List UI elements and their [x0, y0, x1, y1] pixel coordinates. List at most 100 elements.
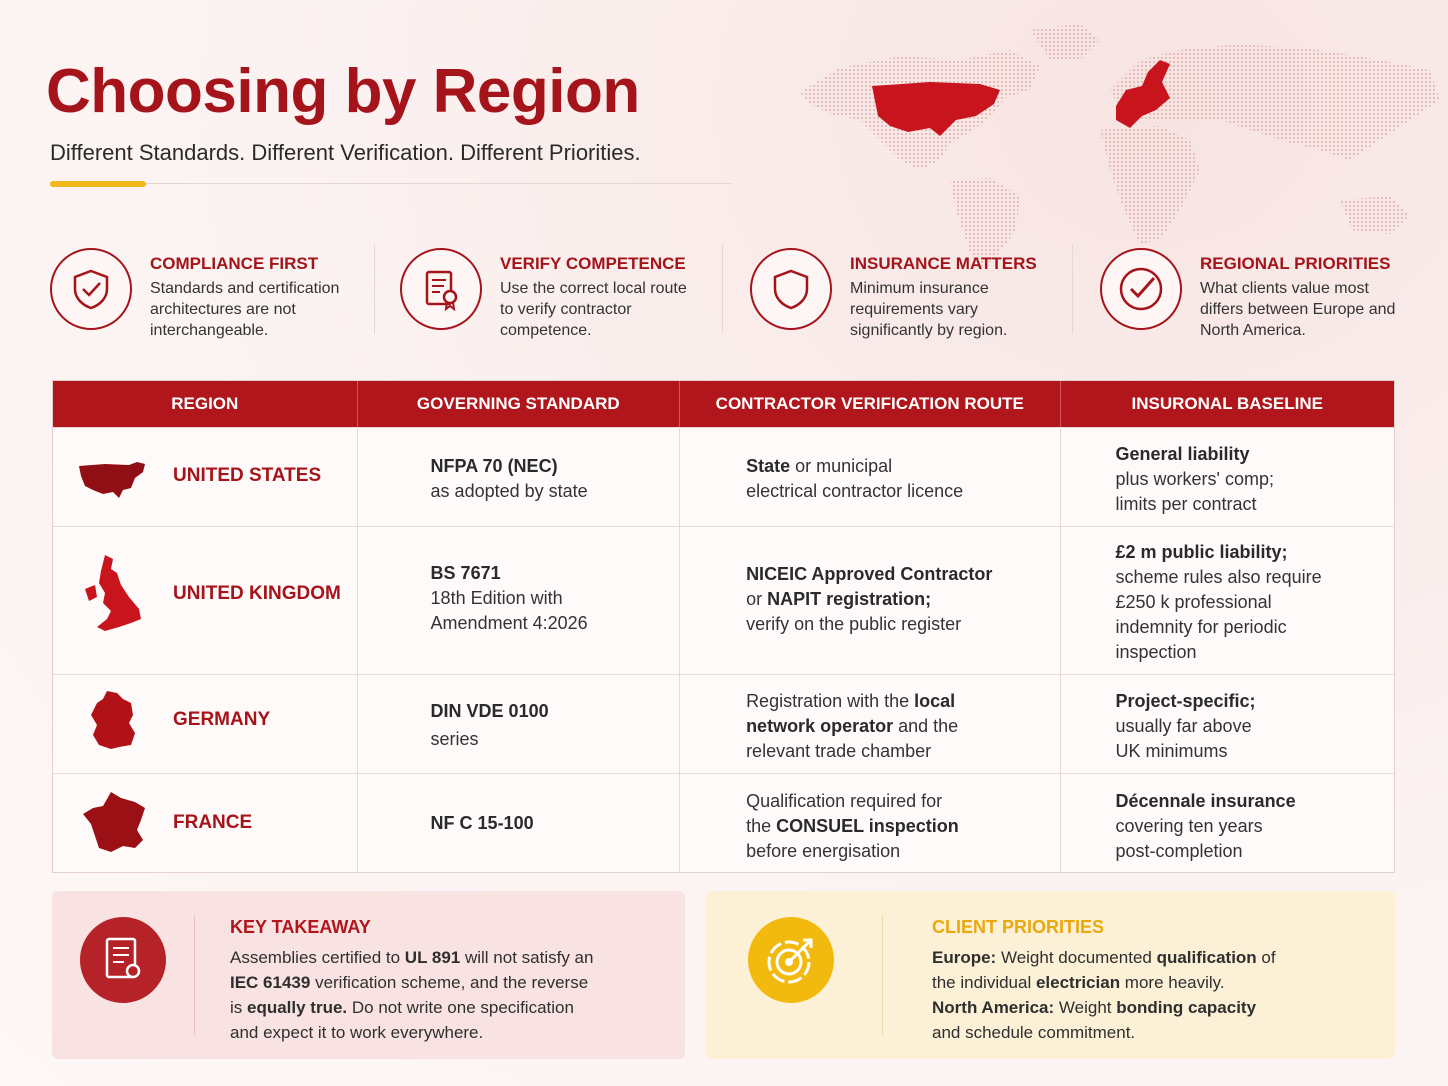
- check-circle-icon: [1100, 248, 1182, 330]
- insurance-cell: £2 m public liability; scheme rules also…: [1061, 527, 1395, 674]
- insurance-emphasis: Décennale insurance: [1115, 791, 1296, 811]
- verification-text: Registration with the: [746, 691, 915, 711]
- table-row: GERMANY DIN VDE 0100 series Registration…: [53, 674, 1394, 773]
- region-cell: FRANCE: [53, 774, 358, 873]
- standard-detail: as adopted by state: [430, 481, 588, 501]
- body-text: Assemblies certified to: [230, 948, 405, 967]
- region-name: GERMANY: [173, 709, 271, 730]
- verification-text: relevant trade chamber: [746, 741, 932, 761]
- table-row: FRANCE NF C 15-100 Qualification require…: [53, 773, 1394, 873]
- feature-regional-priorities: REGIONAL PRIORITIES What clients value m…: [1100, 244, 1400, 354]
- feature-divider: [374, 244, 375, 334]
- region-name: UNITED KINGDOM: [173, 583, 341, 604]
- feature-description: Minimum insurance requirements vary sign…: [850, 280, 1008, 339]
- insurance-emphasis: General liability: [1115, 444, 1250, 464]
- card-title: KEY TAKEAWAY: [230, 917, 371, 937]
- standard-name: BS 7671: [430, 563, 501, 583]
- verification-emphasis: State: [746, 456, 791, 476]
- france-map-icon: [83, 792, 145, 852]
- insurance-text: plus workers' comp;: [1115, 469, 1274, 489]
- standard-name: NF C 15-100: [430, 813, 534, 833]
- feature-verify-competence: VERIFY COMPETENCE Use the correct local …: [400, 244, 710, 354]
- body-text: more heavily.: [1120, 973, 1225, 992]
- card-title: CLIENT PRIORITIES: [932, 917, 1105, 937]
- feature-title: INSURANCE MATTERS: [850, 254, 1037, 273]
- insurance-text: indemnity for periodic: [1115, 617, 1287, 637]
- shield-check-icon: [50, 248, 132, 330]
- body-text: is: [230, 998, 247, 1017]
- verification-emphasis: CONSUEL inspection: [776, 816, 959, 836]
- world-map-graphic: [800, 24, 1440, 270]
- title-accent-bar: [50, 181, 146, 187]
- insurance-emphasis: Project-specific;: [1115, 691, 1256, 711]
- body-text: will not satisfy an: [460, 948, 594, 967]
- europe-highlight-shape: [1116, 60, 1170, 128]
- usa-map-icon: [79, 462, 145, 498]
- verification-emphasis: NAPIT registration;: [767, 589, 932, 609]
- feature-divider: [722, 244, 723, 334]
- region-cell: UNITED STATES: [53, 428, 358, 526]
- table-row: UNITED KINGDOM BS 7671 18th Edition with…: [53, 526, 1394, 674]
- verification-emphasis: network operator: [746, 716, 894, 736]
- column-header: REGION: [53, 381, 358, 427]
- regional-comparison-table: REGION GOVERNING STANDARD CONTRACTOR VER…: [52, 380, 1395, 873]
- insurance-emphasis: £2 m public liability;: [1115, 542, 1288, 562]
- insurance-text: UK minimums: [1115, 741, 1228, 761]
- card-body: Assemblies certified to UL 891 will not …: [230, 945, 593, 1045]
- verification-text: before energisation: [746, 841, 901, 861]
- feature-title: VERIFY COMPETENCE: [500, 254, 686, 273]
- key-takeaway-card: KEY TAKEAWAY Assemblies certified to UL …: [52, 891, 685, 1059]
- standard-detail: series: [430, 729, 479, 749]
- card-divider: [882, 915, 883, 1035]
- verification-text: the: [746, 816, 777, 836]
- feature-title: COMPLIANCE FIRST: [150, 254, 319, 273]
- region-cell: UNITED KINGDOM: [53, 527, 358, 674]
- target-icon: [748, 917, 834, 1003]
- page-title: Choosing by Region: [46, 57, 640, 126]
- body-emphasis: North America:: [932, 998, 1055, 1017]
- verification-cell: Registration with the local network oper…: [680, 675, 1061, 773]
- verification-text: or municipal: [790, 456, 893, 476]
- region-name: FRANCE: [173, 812, 253, 833]
- insurance-cell: Project-specific; usually far above UK m…: [1061, 675, 1395, 773]
- column-header: GOVERNING STANDARD: [358, 381, 681, 427]
- verification-cell: NICEIC Approved Contractor or NAPIT regi…: [680, 527, 1061, 674]
- body-text: Weight: [1054, 998, 1117, 1017]
- insurance-text: post-completion: [1115, 841, 1243, 861]
- standard-cell: NFPA 70 (NEC) as adopted by state: [358, 428, 681, 526]
- body-text: the individual: [932, 973, 1036, 992]
- usa-highlight-shape: [872, 82, 1000, 136]
- body-text: and schedule commitment.: [932, 1023, 1136, 1042]
- column-header: CONTRACTOR VERIFICATION ROUTE: [680, 381, 1061, 427]
- insurance-text: covering ten years: [1115, 816, 1263, 836]
- verification-text: or: [746, 589, 768, 609]
- column-header: INSURONAL BASELINE: [1131, 394, 1323, 413]
- verification-text: verify on the public register: [746, 614, 962, 634]
- germany-map-icon: [91, 691, 135, 749]
- body-text: Do not write one specification: [347, 998, 574, 1017]
- body-emphasis: electrician: [1035, 973, 1121, 992]
- feature-description: Standards and certification architecture…: [150, 280, 340, 339]
- standard-detail: 18th Edition with: [430, 588, 563, 608]
- insurance-text: scheme rules also require: [1115, 567, 1322, 587]
- verification-cell: Qualification required for the CONSUEL i…: [680, 774, 1061, 873]
- feature-divider: [1072, 244, 1073, 334]
- feature-insurance-matters: INSURANCE MATTERS Minimum insurance requ…: [750, 244, 1060, 354]
- insurance-cell: Décennale insurance covering ten years p…: [1061, 774, 1395, 873]
- feature-title: REGIONAL PRIORITIES: [1200, 254, 1391, 273]
- table-row: UNITED STATES NFPA 70 (NEC) as adopted b…: [53, 427, 1394, 526]
- body-text: of: [1256, 948, 1276, 967]
- card-divider: [194, 915, 195, 1035]
- verification-text: and the: [893, 716, 959, 736]
- standard-cell: NF C 15-100: [358, 774, 681, 873]
- standard-name: NFPA 70 (NEC): [430, 456, 558, 476]
- uk-map-icon: [85, 555, 141, 631]
- standard-name: DIN VDE 0100: [430, 701, 549, 721]
- feature-compliance-first: COMPLIANCE FIRST Standards and certifica…: [50, 244, 350, 354]
- insurance-text: usually far above: [1115, 716, 1252, 736]
- verification-emphasis: local: [914, 691, 956, 711]
- shield-icon: [750, 248, 832, 330]
- body-emphasis: IEC 61439: [230, 973, 311, 992]
- region-name: UNITED STATES: [173, 465, 322, 486]
- insurance-cell: General liability plus workers' comp; li…: [1061, 428, 1395, 526]
